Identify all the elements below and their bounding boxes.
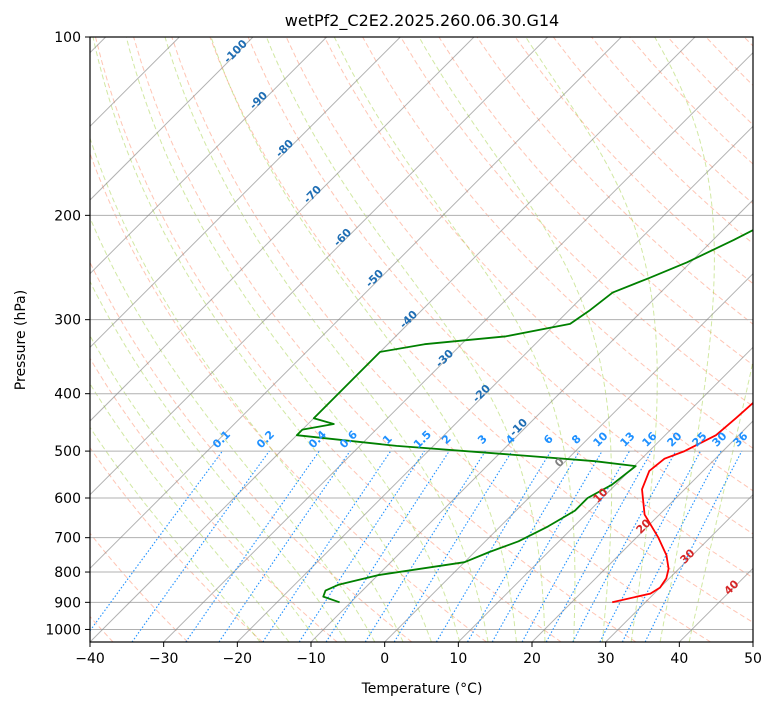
y-tick-label: 200 (54, 208, 81, 224)
y-tick-label: 400 (54, 387, 81, 403)
x-tick-label: −10 (296, 651, 326, 667)
x-axis-label: Temperature (°C) (361, 681, 483, 697)
x-tick-label: 10 (449, 651, 467, 667)
x-tick-label: −20 (223, 651, 253, 667)
x-tick-label: 30 (597, 651, 615, 667)
x-tick-label: −40 (75, 651, 105, 667)
y-tick-label: 500 (54, 444, 81, 460)
y-tick-label: 700 (54, 531, 81, 547)
isotherm-line (753, 37, 775, 642)
chart-title: wetPf2_C2E2.2025.260.06.30.G14 (285, 11, 559, 31)
x-tick-label: −30 (149, 651, 179, 667)
x-tick-label: 40 (670, 651, 688, 667)
y-tick-label: 300 (54, 313, 81, 329)
y-tick-label: 900 (54, 595, 81, 611)
y-tick-label: 100 (54, 30, 81, 46)
y-tick-label: 600 (54, 491, 81, 507)
y-tick-label: 800 (54, 565, 81, 581)
y-tick-label: 1000 (45, 622, 81, 638)
x-tick-label: 50 (744, 651, 762, 667)
x-tick-label: 0 (380, 651, 389, 667)
y-axis-label: Pressure (hPa) (13, 290, 29, 390)
x-tick-label: 20 (523, 651, 541, 667)
